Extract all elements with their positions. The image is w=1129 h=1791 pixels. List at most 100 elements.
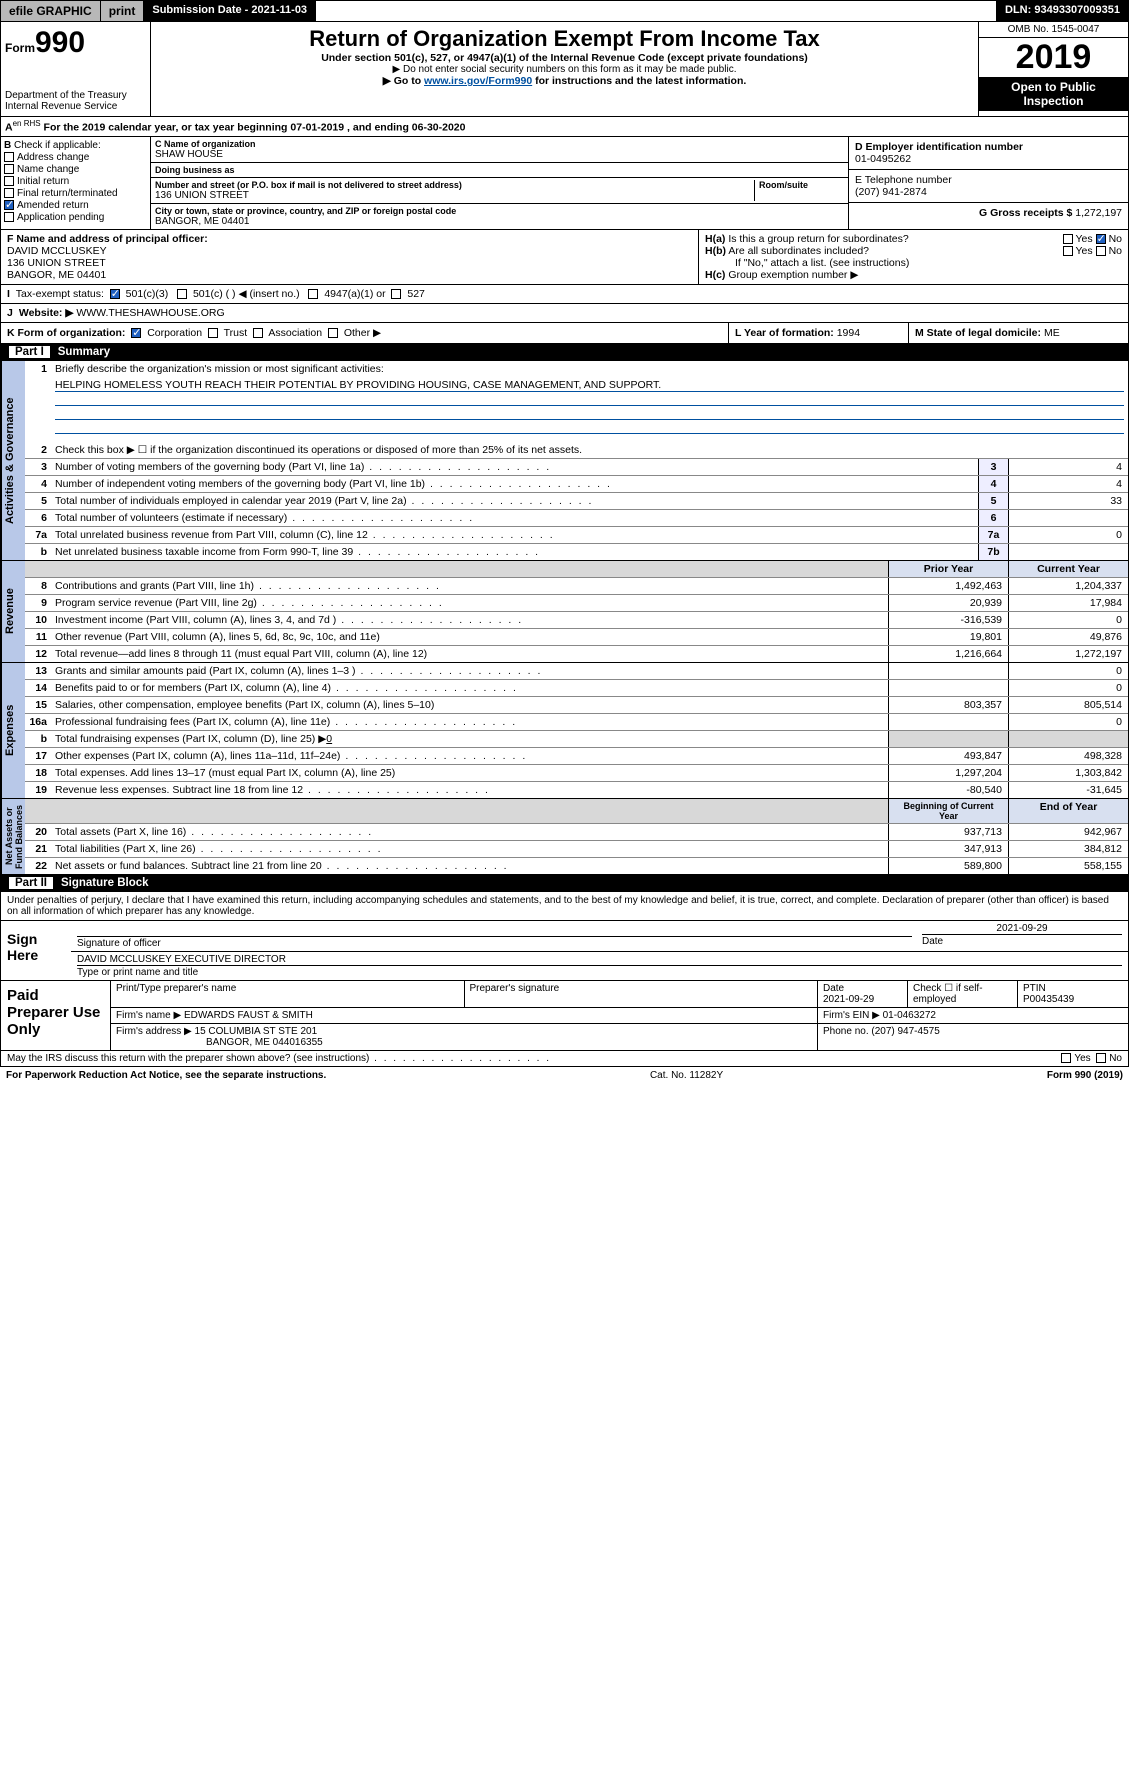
chk-amended-return[interactable]: Amended return [4, 200, 147, 211]
topbar: efile GRAPHIC print Submission Date - 20… [0, 0, 1129, 22]
form-header: Form990 Department of the Treasury Inter… [0, 22, 1129, 117]
val-10p: -316,539 [888, 612, 1008, 628]
preparer-sig-hdr: Preparer's signature [465, 981, 819, 1007]
hb-label: Are all subordinates included? [728, 245, 869, 257]
domicile: ME [1044, 327, 1060, 339]
val-16ac: 0 [1008, 714, 1128, 730]
efile-button[interactable]: efile GRAPHIC [1, 1, 101, 21]
org-name: SHAW HOUSE [155, 149, 844, 160]
preparer-date-hdr: Date [823, 983, 844, 994]
line-6: Total number of volunteers (estimate if … [51, 510, 978, 526]
footer-left: For Paperwork Reduction Act Notice, see … [6, 1070, 326, 1081]
val-16b: 0 [326, 733, 332, 745]
val-22c: 558,155 [1008, 858, 1128, 874]
line-2: Check this box ▶ ☐ if the organization d… [51, 442, 1128, 458]
sign-here-label: Sign Here [1, 921, 71, 980]
form-note-1: ▶ Do not enter social security numbers o… [159, 64, 970, 75]
officer-label: F Name and address of principal officer: [7, 233, 208, 245]
submission-date-value: 2021-11-03 [251, 4, 307, 16]
firm-addr-label: Firm's address ▶ [116, 1026, 192, 1037]
line-16a: Professional fundraising fees (Part IX, … [51, 714, 888, 730]
identity-block: B Check if applicable: Address change Na… [0, 137, 1129, 230]
ein-label: D Employer identification number [855, 141, 1023, 153]
officer-printed-name: DAVID MCCLUSKEY EXECUTIVE DIRECTOR [77, 954, 1122, 966]
preparer-name-hdr: Print/Type preparer's name [111, 981, 465, 1007]
gross-receipts-label: G Gross receipts $ [979, 207, 1075, 219]
line-16b: Total fundraising expenses (Part IX, col… [51, 731, 888, 747]
omb-number: OMB No. 1545-0047 [979, 22, 1128, 38]
form-number-cell: Form990 Department of the Treasury Inter… [1, 22, 151, 116]
line-7a: Total unrelated business revenue from Pa… [51, 527, 978, 543]
val-17p: 493,847 [888, 748, 1008, 764]
org-city: BANGOR, ME 04401 [155, 216, 844, 227]
line-4: Number of independent voting members of … [51, 476, 978, 492]
val-14c: 0 [1008, 680, 1128, 696]
line-21: Total liabilities (Part X, line 26) [51, 841, 888, 857]
mission-text: HELPING HOMELESS YOUTH REACH THEIR POTEN… [55, 379, 1124, 392]
val-5: 33 [1008, 493, 1128, 509]
phone-label: E Telephone number [855, 174, 952, 186]
preparer-selfemp: Check ☐ if self-employed [908, 981, 1018, 1007]
footer-right: Form 990 (2019) [1047, 1070, 1123, 1081]
side-activities: Activities & Governance [1, 361, 25, 560]
officer-addr2: BANGOR, ME 04401 [7, 269, 106, 281]
firm-addr1: 15 COLUMBIA ST STE 201 [195, 1026, 318, 1037]
city-label: City or town, state or province, country… [155, 206, 844, 216]
footer-mid: Cat. No. 11282Y [326, 1070, 1047, 1081]
val-13p [888, 663, 1008, 679]
line-13: Grants and similar amounts paid (Part IX… [51, 663, 888, 679]
box-f: F Name and address of principal officer:… [1, 230, 698, 284]
sig-date-label: Date [922, 936, 1122, 947]
form-number: 990 [35, 26, 85, 59]
line-19: Revenue less expenses. Subtract line 18 … [51, 782, 888, 798]
website-value: WWW.THESHAWHOUSE.ORG [76, 307, 224, 319]
firm-ein-label: Firm's EIN ▶ [823, 1010, 880, 1021]
chk-address-change[interactable]: Address change [4, 152, 147, 163]
hdr-curr: Current Year [1008, 561, 1128, 577]
hdr-end: End of Year [1008, 799, 1128, 823]
val-18c: 1,303,842 [1008, 765, 1128, 781]
val-11p: 19,801 [888, 629, 1008, 645]
paid-preparer-label: Paid Preparer Use Only [1, 981, 111, 1050]
line-22: Net assets or fund balances. Subtract li… [51, 858, 888, 874]
department: Department of the Treasury Internal Reve… [5, 90, 146, 112]
val-21p: 347,913 [888, 841, 1008, 857]
period-begin: 07-01-2019 [290, 122, 344, 134]
line-11: Other revenue (Part VIII, column (A), li… [51, 629, 888, 645]
right-header-cell: OMB No. 1545-0047 2019 Open to Public In… [978, 22, 1128, 116]
val-13c: 0 [1008, 663, 1128, 679]
box-c: C Name of organization SHAW HOUSE Doing … [151, 137, 848, 229]
val-3: 4 [1008, 459, 1128, 475]
chk-initial-return[interactable]: Initial return [4, 176, 147, 187]
domicile-label: M State of legal domicile: [915, 327, 1044, 339]
org-form-row: K Form of organization: Corporation Trus… [0, 323, 1129, 344]
val-15p: 803,357 [888, 697, 1008, 713]
officer-name-label: Type or print name and title [77, 967, 1122, 978]
line-8: Contributions and grants (Part VIII, lin… [51, 578, 888, 594]
year-formation-label: L Year of formation: [735, 327, 837, 339]
chk-name-change[interactable]: Name change [4, 164, 147, 175]
instructions-link[interactable]: www.irs.gov/Form990 [424, 75, 532, 87]
discuss-row: May the IRS discuss this return with the… [0, 1051, 1129, 1067]
perjury-statement: Under penalties of perjury, I declare th… [0, 892, 1129, 921]
preparer-date-val: 2021-09-29 [823, 994, 874, 1005]
val-8p: 1,492,463 [888, 578, 1008, 594]
tax-year: 2019 [979, 38, 1128, 77]
print-button[interactable]: print [101, 1, 145, 21]
chk-final-return[interactable]: Final return/terminated [4, 188, 147, 199]
line-18: Total expenses. Add lines 13–17 (must eq… [51, 765, 888, 781]
line-7b: Net unrelated business taxable income fr… [51, 544, 978, 560]
tax-period: Aen RHS For the 2019 calendar year, or t… [0, 117, 1129, 137]
paid-preparer-block: Paid Preparer Use Only Print/Type prepar… [0, 981, 1129, 1051]
status-label: Tax-exempt status: [16, 288, 104, 300]
val-18p: 1,297,204 [888, 765, 1008, 781]
val-8c: 1,204,337 [1008, 578, 1128, 594]
year-formation: 1994 [837, 327, 860, 339]
room-label: Room/suite [759, 180, 844, 190]
open-to-public: Open to Public Inspection [979, 77, 1128, 111]
officer-name: DAVID MCCLUSKEY [7, 245, 107, 257]
officer-addr1: 136 UNION STREET [7, 257, 106, 269]
chk-app-pending[interactable]: Application pending [4, 212, 147, 223]
ein-value: 01-0495262 [855, 153, 911, 165]
period-end: 06-30-2020 [412, 122, 466, 134]
